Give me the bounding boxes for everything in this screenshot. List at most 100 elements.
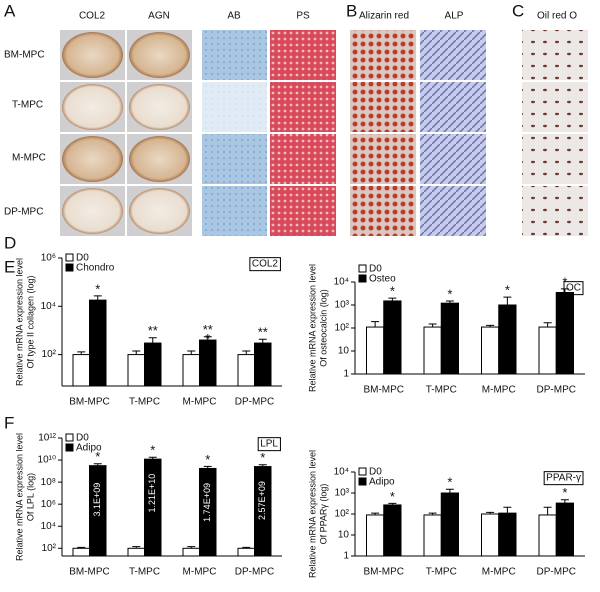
legend-swatch xyxy=(358,264,367,273)
error-bar xyxy=(242,350,251,355)
bar xyxy=(538,514,557,557)
y-tick-label: 10¹² xyxy=(38,433,56,444)
bar xyxy=(555,291,574,375)
error-bar xyxy=(543,506,552,515)
error-bar xyxy=(132,546,141,549)
error-bar xyxy=(203,336,212,341)
row-label: BM-MPC xyxy=(4,50,45,61)
photo xyxy=(270,30,336,80)
y-tick-label: 10⁶ xyxy=(41,253,56,264)
x-tick-label: M-MPC xyxy=(482,385,516,396)
column-header: Oil red O xyxy=(537,11,577,22)
photo xyxy=(202,186,267,236)
bar xyxy=(72,547,90,557)
photo xyxy=(350,186,416,236)
label-box: LPL xyxy=(260,439,278,450)
photo xyxy=(522,186,588,236)
bar xyxy=(72,354,90,387)
bar xyxy=(182,547,200,557)
error-bar xyxy=(148,456,157,460)
x-tick-label: T-MPC xyxy=(129,567,160,578)
x-tick-label: DP-MPC xyxy=(235,397,274,408)
error-bar xyxy=(371,512,380,515)
pellet xyxy=(129,32,190,78)
bar xyxy=(89,299,107,387)
panel-letter: E xyxy=(4,257,15,276)
legend-label: D0 xyxy=(76,253,89,264)
photo xyxy=(420,134,486,184)
bar xyxy=(440,302,459,375)
error-bar xyxy=(258,338,267,344)
bar xyxy=(127,547,145,557)
x-tick-label: M-MPC xyxy=(183,567,217,578)
error-bar xyxy=(503,506,512,514)
significance: * xyxy=(205,452,210,467)
photo xyxy=(522,30,588,80)
significance: * xyxy=(150,443,155,458)
bar xyxy=(182,354,200,387)
legend-label: D0 xyxy=(76,433,89,444)
bar xyxy=(366,326,385,375)
y-tick-label: 10² xyxy=(335,509,350,520)
bar xyxy=(498,512,517,557)
error-bar xyxy=(560,288,569,293)
photo xyxy=(202,30,267,80)
y-tick-label: 10 xyxy=(338,346,350,357)
value-label: 3.1E+09 xyxy=(92,483,102,517)
value-label: 2.57E+09 xyxy=(257,481,267,520)
column-header: PS xyxy=(296,11,310,22)
y-axis-label: Of osteocalcin (log) xyxy=(318,289,328,367)
y-tick-label: 1 xyxy=(343,369,349,380)
legend-label: Chondro xyxy=(76,263,115,274)
bar xyxy=(498,304,517,375)
y-tick-label: 10⁴ xyxy=(41,301,56,312)
x-tick-label: M-MPC xyxy=(482,567,516,578)
photo xyxy=(202,82,267,132)
significance: * xyxy=(260,450,265,465)
x-tick-label: DP-MPC xyxy=(537,567,576,578)
error-bar xyxy=(445,488,454,493)
photo xyxy=(522,134,588,184)
significance: * xyxy=(447,475,452,490)
y-axis-label: Of type II collagen (log) xyxy=(25,275,35,368)
panel-letter: F xyxy=(4,413,14,432)
legend-swatch xyxy=(65,433,74,442)
label-box-frame xyxy=(543,471,584,486)
pellet xyxy=(129,188,190,234)
bar xyxy=(383,300,402,375)
value-label: 1.74E+09 xyxy=(202,483,212,522)
photo xyxy=(420,186,486,236)
row-label: T-MPC xyxy=(12,100,43,111)
x-tick-label: BM-MPC xyxy=(69,397,110,408)
y-tick-label: 10¹⁰ xyxy=(38,455,56,466)
y-tick-label: 10⁴ xyxy=(41,521,56,532)
pellet xyxy=(62,84,123,130)
x-tick-label: BM-MPC xyxy=(69,567,110,578)
pellet xyxy=(129,136,190,182)
legend-swatch xyxy=(358,274,367,283)
column-header: AB xyxy=(227,11,241,22)
error-bar xyxy=(77,546,86,549)
y-tick-label: 10² xyxy=(42,543,57,554)
error-bar xyxy=(445,300,454,304)
column-header: COL2 xyxy=(79,11,106,22)
legend-label: Osteo xyxy=(369,274,396,285)
significance: ** xyxy=(148,323,158,338)
pellet xyxy=(62,136,123,182)
y-tick-label: 10³ xyxy=(335,488,350,499)
y-axis-label: Relative mRNA expression level xyxy=(307,264,317,392)
photo xyxy=(270,134,336,184)
significance: * xyxy=(390,489,395,504)
bar xyxy=(383,504,402,557)
error-bar xyxy=(388,502,397,505)
label-box: PPAR-γ xyxy=(546,473,581,484)
photo xyxy=(202,134,267,184)
bar xyxy=(254,342,272,387)
significance: ** xyxy=(258,325,268,340)
significance: * xyxy=(95,449,100,464)
x-tick-label: DP-MPC xyxy=(537,385,576,396)
error-bar xyxy=(242,546,251,549)
bar xyxy=(144,342,162,387)
bar xyxy=(481,513,500,557)
label-box-frame xyxy=(249,257,281,272)
